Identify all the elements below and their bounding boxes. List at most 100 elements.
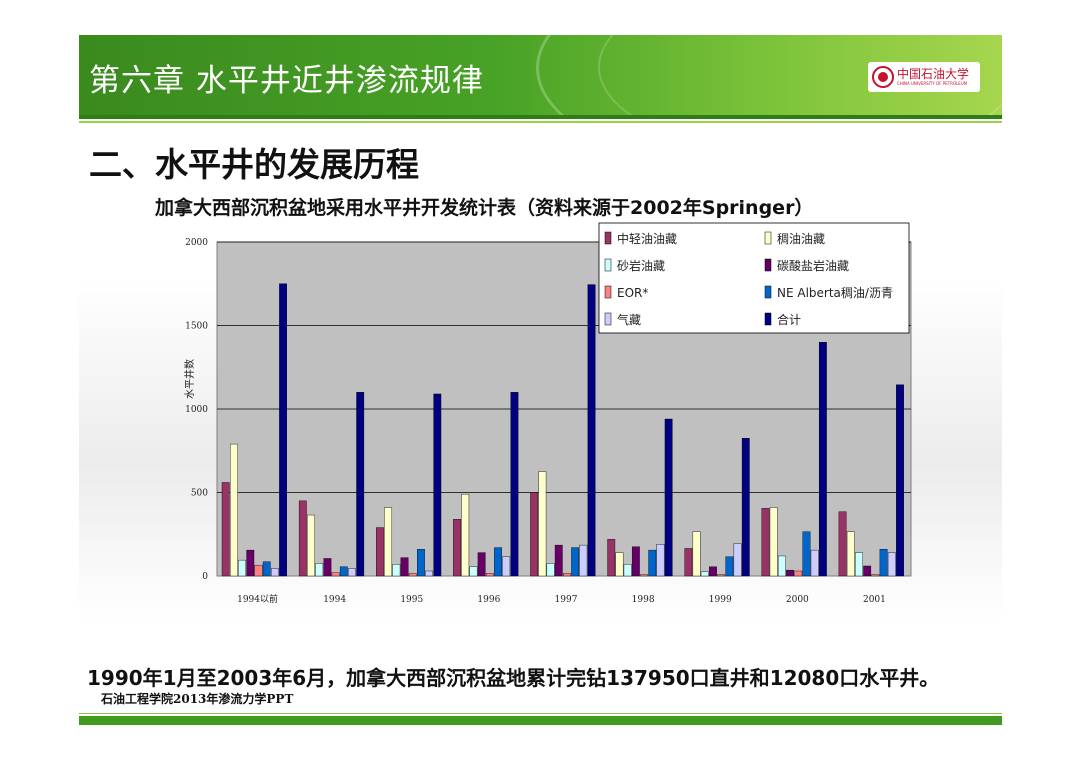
legend-swatch xyxy=(764,258,772,272)
bar xyxy=(810,549,819,577)
legend-label: 中轻油油藏 xyxy=(617,231,677,246)
bar xyxy=(477,552,486,577)
banner-decoration xyxy=(536,35,1002,115)
bar xyxy=(846,531,855,577)
legend-label: 气藏 xyxy=(617,312,641,327)
bar xyxy=(298,500,307,577)
bar xyxy=(863,565,872,577)
bar xyxy=(896,384,904,577)
bar xyxy=(494,547,502,577)
x-tick-label: 1994 xyxy=(323,595,346,605)
bar xyxy=(461,493,470,577)
bar xyxy=(656,544,665,577)
x-tick-label: 1996 xyxy=(477,595,500,605)
bar xyxy=(348,568,356,577)
y-tick-label: 1000 xyxy=(185,405,208,415)
bar xyxy=(433,393,442,577)
legend-label: 稠油油藏 xyxy=(777,232,825,246)
bar xyxy=(546,563,555,577)
footnote: 1990年1月至2003年6月，加拿大西部沉积盆地累计完钻137950口直井和1… xyxy=(87,666,940,690)
bar xyxy=(538,471,547,577)
bar xyxy=(648,549,657,577)
bar xyxy=(230,443,238,577)
bar xyxy=(725,556,734,577)
y-tick-label: 2000 xyxy=(185,238,208,248)
bar xyxy=(400,557,409,577)
bar xyxy=(700,571,709,577)
bar xyxy=(254,564,263,577)
header-rule-accent xyxy=(79,121,1002,123)
bar xyxy=(615,552,624,577)
bar xyxy=(664,418,673,577)
bar xyxy=(384,507,393,577)
bar xyxy=(323,558,332,577)
bar xyxy=(640,574,648,577)
legend-label: NE Alberta稠油/沥青 xyxy=(777,286,893,300)
chapter-title: 第六章 水平井近井渗流规律 xyxy=(89,63,484,99)
bar xyxy=(777,555,786,577)
x-tick-label: 1995 xyxy=(400,595,423,605)
legend-swatch xyxy=(604,285,612,299)
x-tick-label: 1998 xyxy=(632,595,655,605)
section-title: 二、水平井的发展历程 xyxy=(89,145,419,184)
bar xyxy=(709,566,717,577)
bar xyxy=(469,566,478,577)
bar xyxy=(510,392,519,577)
bar xyxy=(769,507,778,577)
bar xyxy=(692,531,701,577)
banner-decoration xyxy=(598,35,1002,115)
bar xyxy=(425,570,434,577)
bar xyxy=(376,527,384,577)
footer-rule-accent xyxy=(79,713,1002,714)
title-banner: 第六章 水平井近井渗流规律 中国石油大学 CHINA UNIVERSITY OF… xyxy=(79,35,1002,115)
bar xyxy=(879,549,888,577)
bar xyxy=(315,563,324,577)
university-seal-icon xyxy=(872,66,894,88)
y-axis-label: 水平井数 xyxy=(183,359,196,399)
bar xyxy=(733,543,742,577)
legend-swatch xyxy=(604,231,612,245)
x-tick-label: 2001 xyxy=(863,595,886,605)
chart-title: 加拿大西部沉积盆地采用水平井开发统计表（资料来源于2002年Springer） xyxy=(155,197,814,219)
y-tick-label: 0 xyxy=(202,572,208,582)
legend-swatch xyxy=(764,285,772,299)
logo-name: 中国石油大学 xyxy=(897,67,970,81)
bar xyxy=(607,539,616,577)
bar xyxy=(786,569,794,577)
bar xyxy=(453,519,461,577)
x-tick-label: 1999 xyxy=(709,595,732,605)
bar xyxy=(623,564,632,577)
bar xyxy=(871,574,880,577)
footer-rule xyxy=(79,716,1002,725)
legend-label: 砂岩油藏 xyxy=(617,258,665,273)
bar xyxy=(339,566,348,577)
bar xyxy=(279,283,288,577)
legend-box xyxy=(598,222,910,334)
bar xyxy=(855,552,863,577)
bar xyxy=(761,508,770,577)
x-tick-label: 1997 xyxy=(555,595,578,605)
bar xyxy=(530,492,539,577)
bar xyxy=(246,549,255,577)
bar xyxy=(563,573,571,577)
university-logo: 中国石油大学 CHINA UNIVERSITY OF PETROLEUM xyxy=(868,62,980,92)
header-rule xyxy=(79,115,1002,119)
bar xyxy=(741,438,750,577)
bar xyxy=(684,548,693,577)
legend-swatch xyxy=(604,312,612,326)
bar xyxy=(631,546,640,577)
bar xyxy=(417,549,425,577)
bar xyxy=(238,559,247,577)
bar xyxy=(571,547,580,577)
bar xyxy=(818,341,827,577)
logo-subtext: CHINA UNIVERSITY OF PETROLEUM xyxy=(897,81,968,86)
x-tick-label: 2000 xyxy=(786,595,809,605)
bar xyxy=(887,552,896,577)
source-credit: 石油工程学院2013年渗流力学PPT xyxy=(101,692,294,706)
x-tick-label: 1994以前 xyxy=(237,593,278,605)
y-tick-label: 500 xyxy=(191,489,208,499)
bar xyxy=(838,511,847,577)
bar xyxy=(262,561,271,577)
bar xyxy=(221,482,230,577)
legend-label: 合计 xyxy=(777,312,801,327)
